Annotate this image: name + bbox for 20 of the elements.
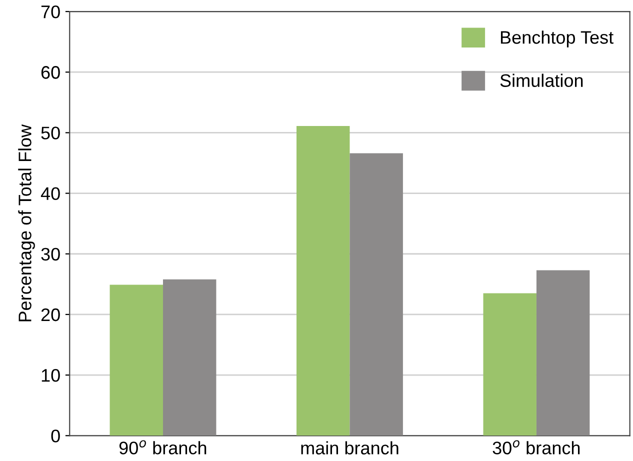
- legend-label: Benchtop Test: [500, 30, 614, 48]
- bar: [296, 126, 350, 436]
- bar: [110, 284, 163, 436]
- bar: [162, 279, 216, 436]
- y-tick-label: 20: [41, 308, 60, 322]
- x-tick-label: 30$^{o}$ branch: [492, 440, 580, 454]
- y-tick-label: 60: [41, 66, 60, 79]
- y-tick-label: 50: [41, 126, 60, 140]
- bar: [536, 270, 590, 436]
- y-tick-label: 40: [40, 187, 60, 200]
- x-tick-label: main branch: [301, 441, 398, 454]
- legend-label: Simulation: [500, 74, 583, 87]
- bar: [350, 153, 403, 436]
- y-tick-label: 0: [51, 430, 60, 442]
- y-tick-label: 30: [41, 248, 60, 261]
- y-tick-label: 10: [42, 368, 60, 382]
- bar: [483, 293, 536, 436]
- x-tick-label: 90$^{o}$ branch: [119, 440, 206, 454]
- y-axis-title: Percentage of Total Flow: [18, 124, 35, 322]
- y-tick-label: 70: [41, 5, 60, 18]
